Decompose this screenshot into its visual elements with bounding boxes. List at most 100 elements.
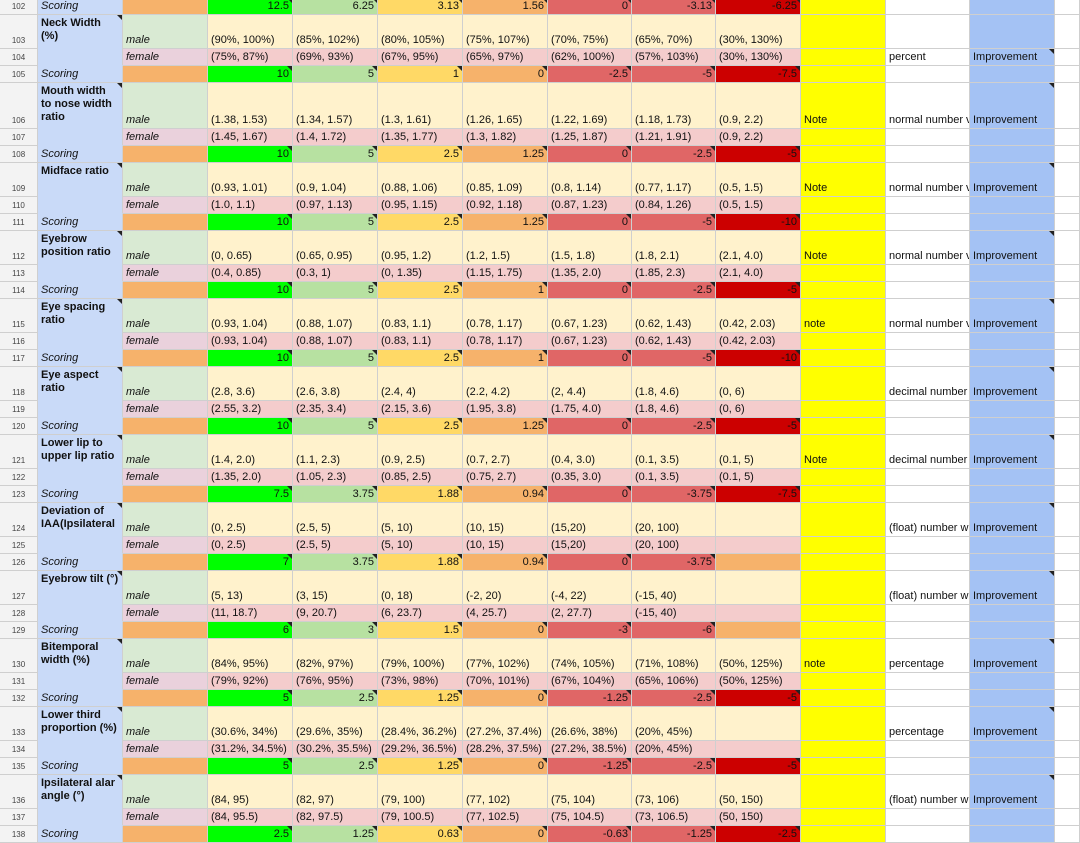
range-cell[interactable]: (0.9, 2.5) <box>378 435 463 469</box>
range-cell[interactable]: (0.62, 1.43) <box>632 299 716 333</box>
note-cell[interactable] <box>801 265 886 282</box>
note-cell[interactable]: note <box>801 299 886 333</box>
sex-cell-empty[interactable] <box>123 622 208 639</box>
range-cell[interactable]: (0.1, 3.5) <box>632 435 716 469</box>
improvement-cell[interactable] <box>970 282 1055 299</box>
note-cell[interactable] <box>801 49 886 66</box>
row-number[interactable]: 106 <box>0 83 38 129</box>
unit-cell[interactable]: (float) number w <box>886 503 970 537</box>
row-number[interactable]: 111 <box>0 214 38 231</box>
range-cell[interactable] <box>716 503 801 537</box>
row-number[interactable]: 124 <box>0 503 38 537</box>
score-cell[interactable]: 2.5 <box>378 350 463 367</box>
improvement-cell[interactable] <box>970 129 1055 146</box>
range-cell[interactable]: (0.1, 3.5) <box>632 469 716 486</box>
range-cell[interactable]: (0.1, 5) <box>716 435 801 469</box>
improvement-cell[interactable] <box>970 418 1055 435</box>
range-cell[interactable]: (76%, 95%) <box>293 673 378 690</box>
score-cell[interactable]: -1.25 <box>548 690 632 707</box>
trailing-cell[interactable] <box>1055 146 1080 163</box>
range-cell[interactable]: (90%, 100%) <box>208 15 293 49</box>
note-cell[interactable] <box>801 350 886 367</box>
score-cell[interactable]: 0 <box>463 622 548 639</box>
trailing-cell[interactable] <box>1055 809 1080 826</box>
range-cell[interactable]: (1.3, 1.82) <box>463 129 548 146</box>
row-number[interactable]: 117 <box>0 350 38 367</box>
improvement-cell[interactable]: Improvement <box>970 163 1055 197</box>
range-cell[interactable]: (50, 150) <box>716 775 801 809</box>
unit-cell[interactable] <box>886 486 970 503</box>
score-cell[interactable]: -2.5 <box>632 418 716 435</box>
range-cell[interactable]: (0.9, 2.2) <box>716 129 801 146</box>
range-cell[interactable]: (2.1, 4.0) <box>716 231 801 265</box>
range-cell[interactable]: (82%, 97%) <box>293 639 378 673</box>
score-cell[interactable]: -2.5 <box>548 66 632 83</box>
score-cell[interactable]: 1.25 <box>378 690 463 707</box>
trailing-cell[interactable] <box>1055 690 1080 707</box>
trailing-cell[interactable] <box>1055 605 1080 622</box>
unit-cell[interactable] <box>886 418 970 435</box>
range-cell[interactable]: (65%, 70%) <box>632 15 716 49</box>
range-cell[interactable]: (0.42, 2.03) <box>716 299 801 333</box>
range-cell[interactable]: (5, 13) <box>208 571 293 605</box>
trailing-cell[interactable] <box>1055 231 1080 265</box>
unit-cell[interactable] <box>886 0 970 15</box>
row-number[interactable]: 134 <box>0 741 38 758</box>
range-cell[interactable]: (2.15, 3.6) <box>378 401 463 418</box>
range-cell[interactable]: (0.78, 1.17) <box>463 333 548 350</box>
range-cell[interactable]: (2.5, 5) <box>293 503 378 537</box>
score-cell[interactable]: -2.5 <box>632 690 716 707</box>
note-cell[interactable] <box>801 282 886 299</box>
sex-male[interactable]: male <box>123 503 208 537</box>
metric-label[interactable]: Ipsilateral alar angle (°) <box>38 775 123 826</box>
range-cell[interactable]: (29.2%, 36.5%) <box>378 741 463 758</box>
score-cell[interactable]: 5 <box>293 214 378 231</box>
range-cell[interactable]: (15,20) <box>548 537 632 554</box>
range-cell[interactable]: (1.35, 2.0) <box>548 265 632 282</box>
range-cell[interactable]: (0, 2.5) <box>208 503 293 537</box>
range-cell[interactable]: (77%, 102%) <box>463 639 548 673</box>
improvement-cell[interactable] <box>970 486 1055 503</box>
range-cell[interactable]: (0.7, 2.7) <box>463 435 548 469</box>
range-cell[interactable]: (20, 100) <box>632 503 716 537</box>
row-number[interactable]: 116 <box>0 333 38 350</box>
range-cell[interactable]: (1.8, 2.1) <box>632 231 716 265</box>
improvement-cell[interactable] <box>970 554 1055 571</box>
range-cell[interactable]: (0, 6) <box>716 401 801 418</box>
score-cell[interactable]: 0 <box>548 418 632 435</box>
row-number[interactable]: 105 <box>0 66 38 83</box>
scoring-label[interactable]: Scoring <box>38 690 123 707</box>
score-cell[interactable]: -5 <box>716 146 801 163</box>
scoring-label[interactable]: Scoring <box>38 622 123 639</box>
unit-cell[interactable]: decimal number <box>886 435 970 469</box>
range-cell[interactable]: (2, 4.4) <box>548 367 632 401</box>
range-cell[interactable]: (73, 106.5) <box>632 809 716 826</box>
metric-label[interactable]: Eye spacing ratio <box>38 299 123 350</box>
range-cell[interactable]: (-15, 40) <box>632 605 716 622</box>
trailing-cell[interactable] <box>1055 741 1080 758</box>
metric-label[interactable]: Eyebrow tilt (°) <box>38 571 123 622</box>
row-number[interactable]: 127 <box>0 571 38 605</box>
range-cell[interactable]: (1.3, 1.61) <box>378 83 463 129</box>
note-cell[interactable] <box>801 741 886 758</box>
score-cell[interactable]: 0 <box>548 0 632 15</box>
note-cell[interactable] <box>801 503 886 537</box>
trailing-cell[interactable] <box>1055 503 1080 537</box>
range-cell[interactable]: (30%, 130%) <box>716 15 801 49</box>
unit-cell[interactable] <box>886 401 970 418</box>
note-cell[interactable] <box>801 605 886 622</box>
range-cell[interactable]: (0.88, 1.07) <box>293 299 378 333</box>
range-cell[interactable]: (1.35, 1.77) <box>378 129 463 146</box>
range-cell[interactable]: (0.5, 1.5) <box>716 163 801 197</box>
sex-male[interactable]: male <box>123 83 208 129</box>
score-cell[interactable]: 1.88 <box>378 486 463 503</box>
sex-male[interactable]: male <box>123 367 208 401</box>
trailing-cell[interactable] <box>1055 639 1080 673</box>
score-cell[interactable]: -5 <box>632 214 716 231</box>
range-cell[interactable]: (0.85, 2.5) <box>378 469 463 486</box>
trailing-cell[interactable] <box>1055 163 1080 197</box>
range-cell[interactable]: (79, 100) <box>378 775 463 809</box>
row-number[interactable]: 120 <box>0 418 38 435</box>
score-cell[interactable]: 1.25 <box>463 214 548 231</box>
row-number[interactable]: 109 <box>0 163 38 197</box>
